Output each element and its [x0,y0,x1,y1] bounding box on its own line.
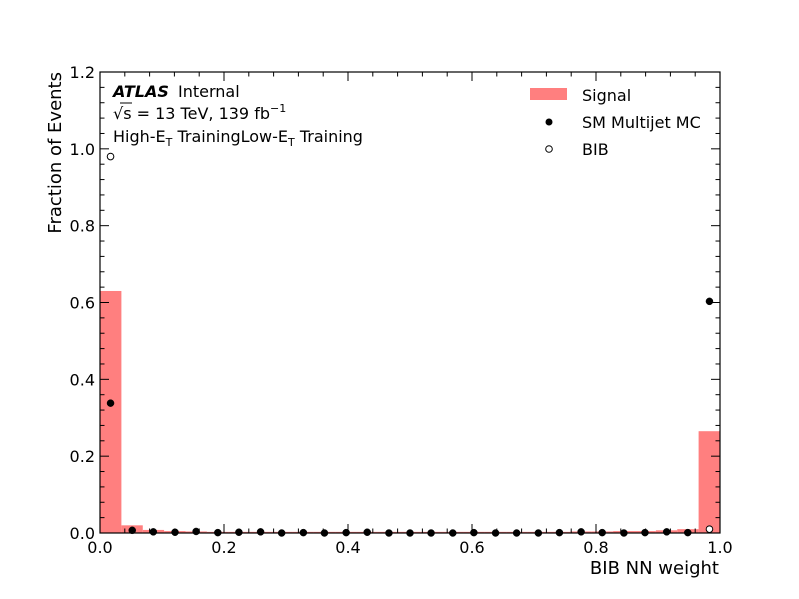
x-tick-label: 1.0 [707,538,732,557]
x-tick-label: 0.4 [335,538,360,557]
y-tick-label: 1.2 [70,63,95,82]
x-tick-label: 0.6 [459,538,484,557]
training-low-sub: T [287,136,295,149]
atlas-annotation: ATLAS Internal √s = 13 TeV, 139 fb−1 Hig… [111,82,363,149]
legend-signal-swatch [530,88,567,100]
y-tick-label: 0.8 [70,217,95,236]
x-tick-label: 0.8 [583,538,608,557]
atlas-label: ATLAS [111,82,169,101]
lumi-superscript: −1 [270,102,286,115]
y-tick-label: 0.2 [70,447,95,466]
y-axis-label: Fraction of Events [45,72,66,234]
x-axis-label: BIB NN weight [590,558,719,579]
y-tick-label: 1.0 [70,140,95,159]
energy-lumi-text: √s = 13 TeV, 139 fb−1 [113,102,286,123]
multijet-point [577,528,585,536]
training-high-label: High-E [113,127,166,146]
legend: Signal SM Multijet MC BIB [530,86,701,159]
multijet-point [256,528,265,536]
multijet-point [235,528,243,536]
training-high-rest: Training [172,127,240,146]
multijet-point [363,528,371,536]
internal-label: Internal [178,82,240,101]
legend-multijet-marker [545,118,553,126]
multijet-point [662,528,671,536]
tick-labels: 0.0 0.2 0.4 0.6 0.8 1.0 0.0 0.2 0.4 0.6 0.8 1.0 1.2 [70,63,733,557]
legend-bib-label: BIB [582,140,609,159]
y-tick-label: 0.6 [70,294,95,313]
bib-point [705,525,714,533]
training-low-rest: Training [295,127,363,146]
legend-bib-marker [545,145,553,153]
axis-ticks [99,71,721,534]
multijet-point [106,399,115,407]
y-tick-label: 0.4 [70,370,95,389]
sqrt-s-symbol: √s [113,104,132,123]
x-tick-label: 0.2 [211,538,236,557]
multijet-point [128,526,136,535]
training-low-label: Low-E [241,127,288,146]
energy-lumi-value: = 13 TeV, 139 fb [132,104,270,123]
legend-signal-label: Signal [582,86,631,105]
multijet-point [171,528,179,536]
y-tick-label: 0.0 [70,524,95,543]
multijet-point [149,528,158,536]
multijet-point [705,297,714,306]
x-tick-label: 0.0 [87,538,112,557]
multijet-point [192,527,200,536]
training-label: High-ET TrainingLow-ET Training [113,127,363,149]
bib-point [106,152,115,161]
signal-bar [100,290,122,533]
training-high-sub: T [165,136,173,149]
legend-multijet-label: SM Multijet MC [582,113,701,132]
